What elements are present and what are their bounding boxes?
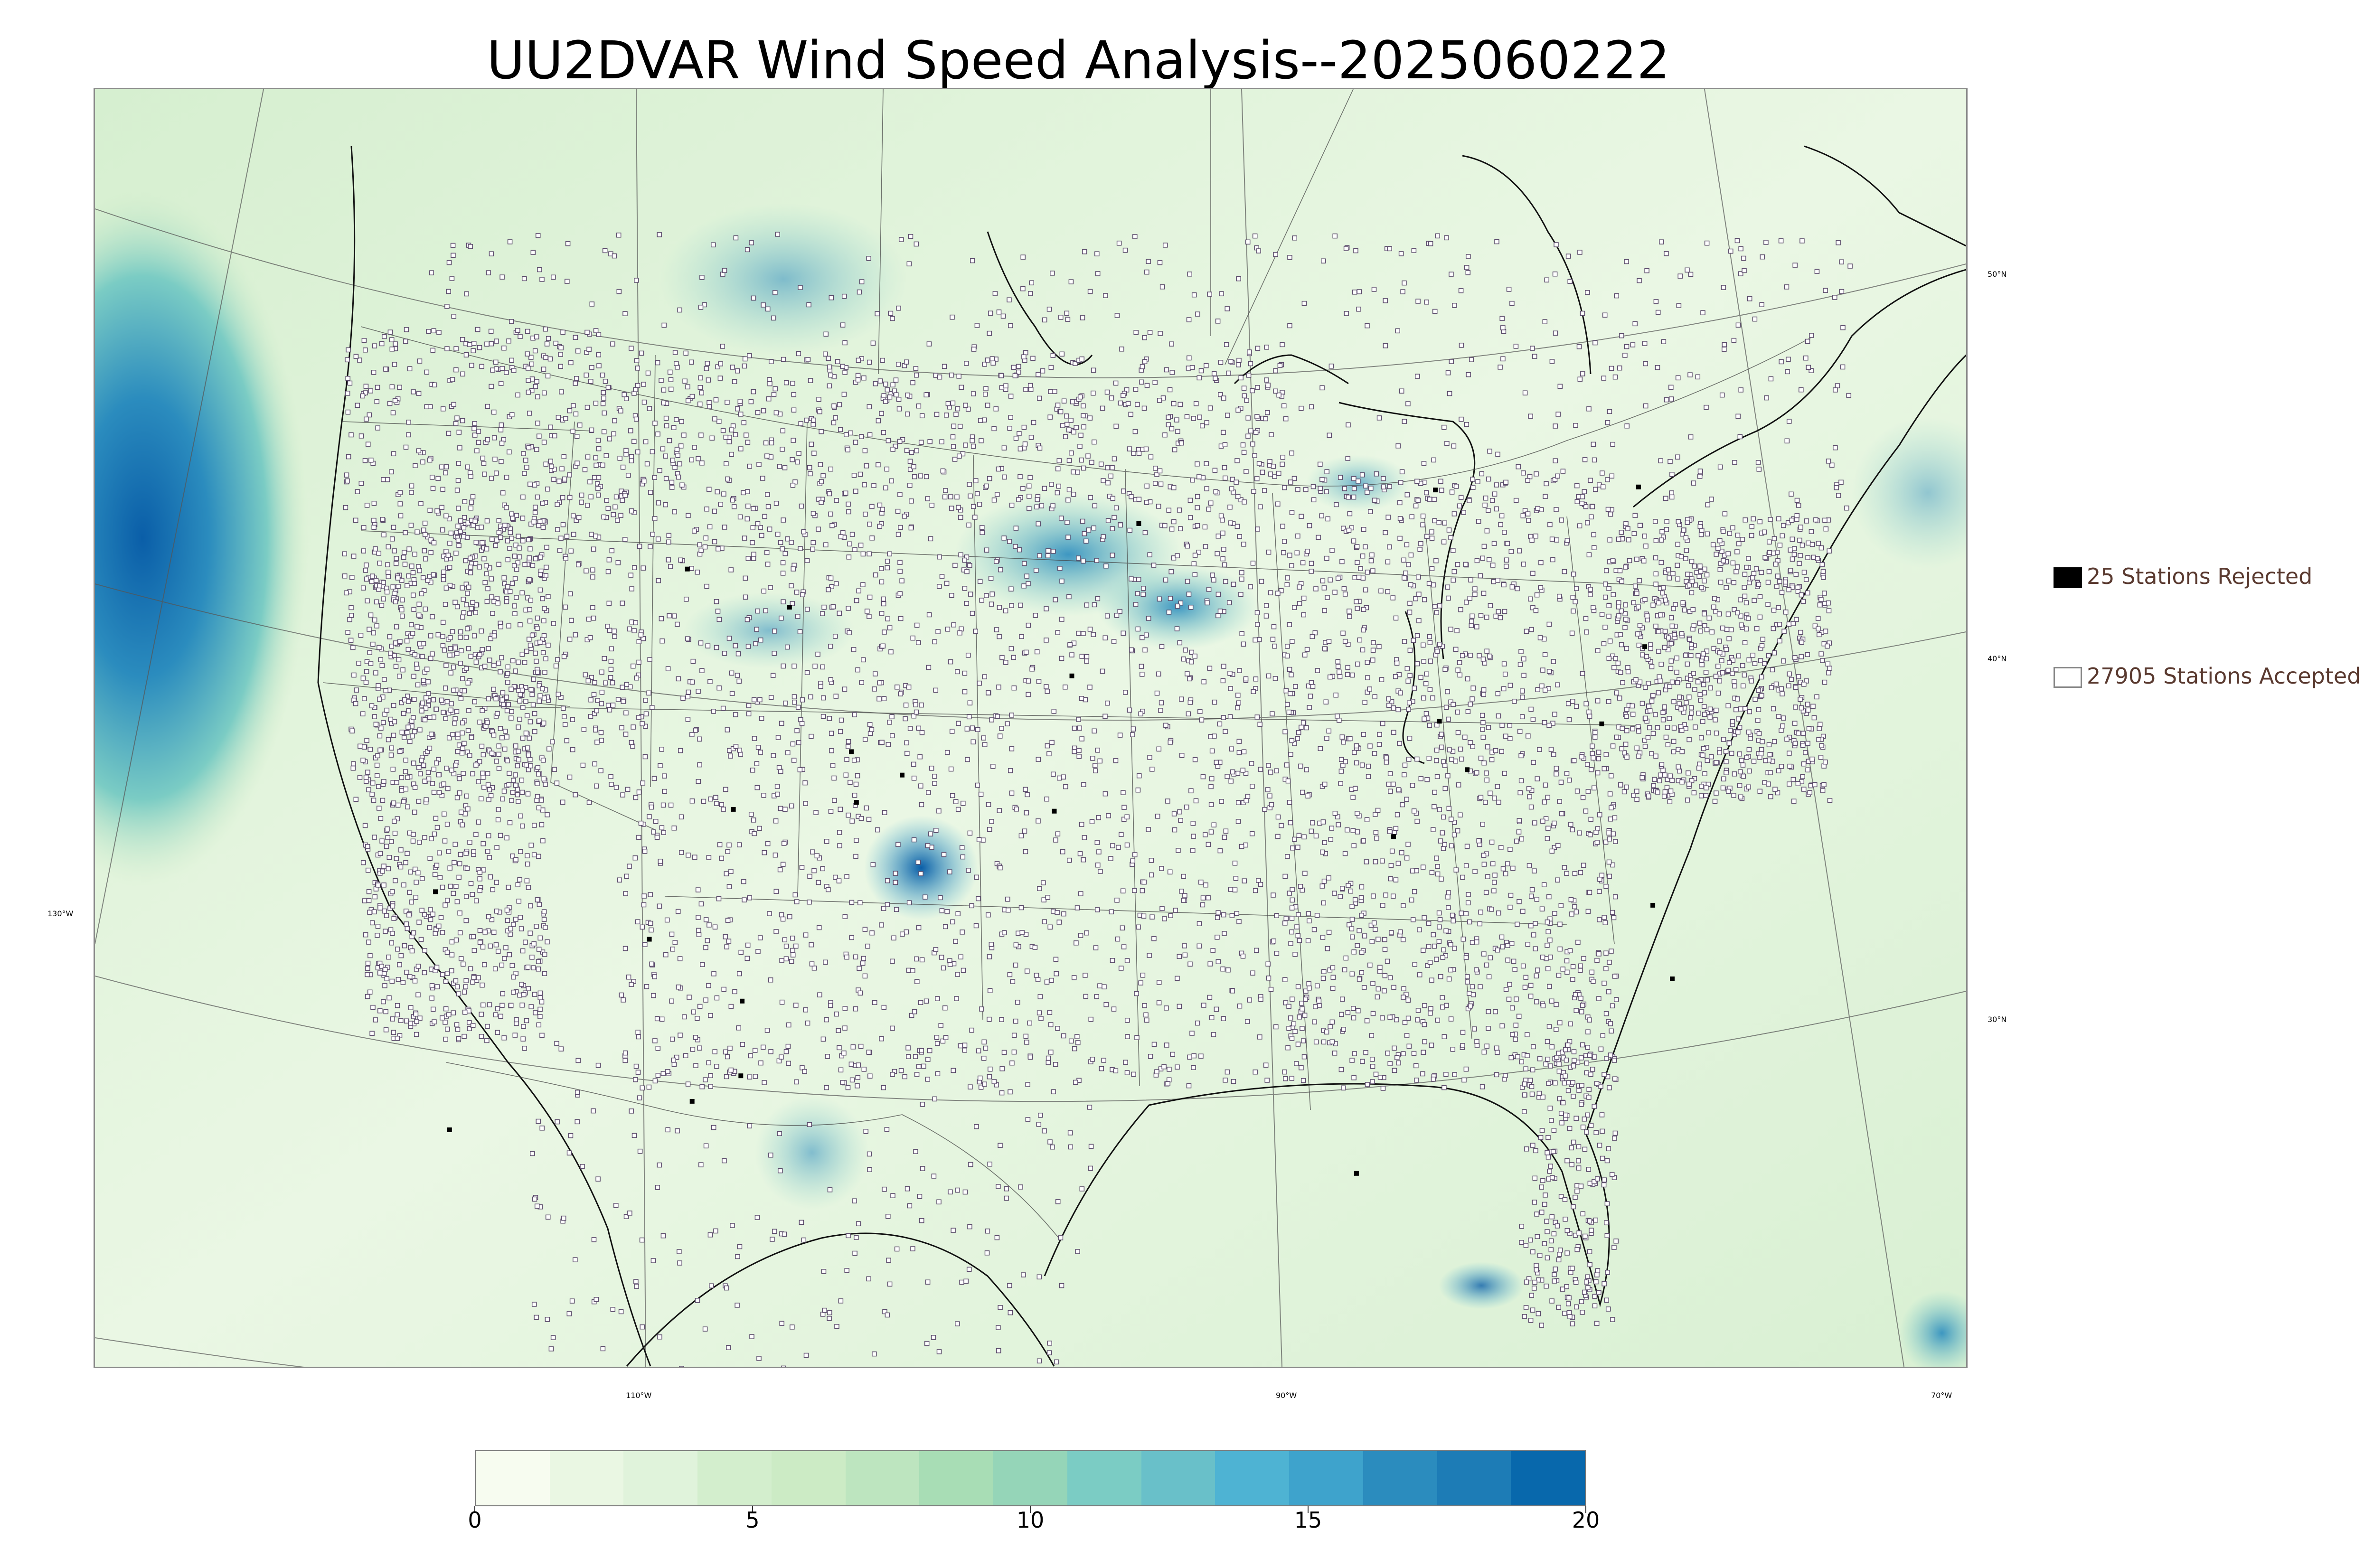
colorbar-segment (845, 1451, 920, 1505)
lat-label-40n: 40°N (1988, 654, 2007, 663)
colorbar-segment (476, 1451, 550, 1505)
caribbean-wind-area (1899, 1290, 1966, 1367)
accepted-label: 27905 Stations Accepted (2087, 663, 2361, 689)
map-title: UU2DVAR Wind Speed Analysis--2025060222 (487, 30, 1670, 91)
colorbar-segment (1511, 1451, 1585, 1505)
rejected-stations (433, 484, 1675, 1176)
lon-label-130w: 130°W (47, 909, 74, 918)
lat-label-30n: 30°N (1988, 1015, 2007, 1024)
colorbar-segment (697, 1451, 772, 1505)
accepted-stations (342, 232, 1853, 1367)
colorbar-tick (1308, 1506, 1309, 1513)
atlantic-wind-area (1852, 417, 1966, 569)
colorbar (475, 1450, 1586, 1506)
colorbar-segment (1289, 1451, 1363, 1505)
colorbar-tick (1585, 1506, 1586, 1513)
colorbar-tick (752, 1506, 753, 1513)
wind-speed-map[interactable] (94, 88, 1968, 1368)
mexico-wind-area (755, 1096, 869, 1210)
graticule (95, 89, 1966, 1367)
colorbar-tick (1030, 1506, 1031, 1513)
colorbar-tick-label: 20 (1572, 1507, 1600, 1533)
colorbar-segment (623, 1451, 698, 1505)
colorbar-segment (1067, 1451, 1141, 1505)
colorbar-tick (474, 1506, 475, 1513)
gulf-wind-area (1439, 1262, 1524, 1309)
colorbar-tick-label: 10 (1016, 1507, 1045, 1533)
colorbar-segment (771, 1451, 846, 1505)
coastlines (317, 145, 1966, 1367)
colorbar-segment (919, 1451, 994, 1505)
rejected-label: 25 Stations Rejected (2087, 563, 2313, 589)
lon-label-110w: 110°W (626, 1391, 652, 1400)
lon-label-90w: 90°W (1276, 1391, 1297, 1400)
rejected-swatch (2054, 567, 2082, 588)
colorbar-segment (1215, 1451, 1290, 1505)
plains-wind-max (864, 816, 978, 920)
canada-wind-area (660, 203, 907, 355)
colorbar-segment (549, 1451, 624, 1505)
colorbar-segment (1363, 1451, 1437, 1505)
colorbar-segment (1437, 1451, 1511, 1505)
colorbar-segment (1141, 1451, 1215, 1505)
accepted-swatch (2054, 667, 2082, 688)
colorbar-tick-label: 0 (468, 1507, 482, 1533)
colorbar-tick-label: 5 (745, 1507, 760, 1533)
colorbar-segment (993, 1451, 1067, 1505)
pacific-high-winds (95, 89, 570, 1086)
colorado-wind-area (684, 592, 855, 668)
lat-label-50n: 50°N (1988, 270, 2007, 279)
lon-label-70w: 70°W (1931, 1391, 1952, 1400)
colorbar-tick-label: 15 (1294, 1507, 1322, 1533)
